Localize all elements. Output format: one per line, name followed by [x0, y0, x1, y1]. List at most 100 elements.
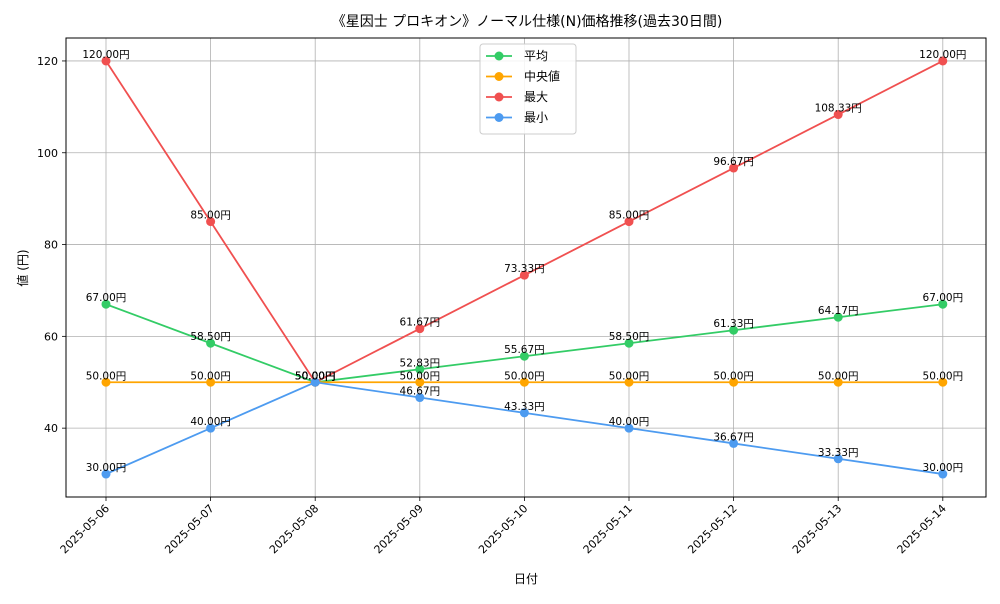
x-tick-label: 2025-05-11	[581, 502, 635, 556]
data-label: 30.00円	[86, 462, 127, 474]
data-label: 50.00円	[295, 370, 336, 382]
x-tick-label: 2025-05-08	[267, 502, 321, 556]
legend-item: 中央値	[486, 69, 560, 84]
data-label: 36.67円	[713, 431, 754, 443]
data-label: 108.33円	[815, 103, 862, 115]
data-label: 61.67円	[400, 317, 441, 329]
data-label: 120.00円	[82, 49, 129, 61]
data-point	[938, 469, 948, 479]
legend-swatch-marker	[494, 92, 504, 102]
x-tick-label: 2025-05-13	[790, 502, 844, 556]
data-point	[519, 377, 529, 387]
data-label: 85.00円	[609, 210, 650, 222]
x-tick-label: 2025-05-06	[58, 502, 112, 556]
data-label: 67.00円	[923, 292, 964, 304]
y-axis-label: 値 (円)	[15, 249, 30, 286]
x-tick-labels: 2025-05-06 2025-05-07 2025-05-08 2025-05-09…	[58, 502, 949, 556]
legend-label: 中央値	[524, 69, 560, 84]
y-tick-labels: 40 60 80 100 120	[37, 55, 58, 435]
axes	[62, 37, 987, 501]
legend-label: 最小	[524, 111, 548, 125]
data-label: 52.83円	[400, 357, 441, 369]
data-label: 40.00円	[190, 416, 231, 428]
data-point	[101, 299, 111, 309]
data-label: 61.33円	[713, 318, 754, 330]
data-point	[624, 377, 634, 387]
data-point	[206, 423, 216, 433]
data-label: 50.00円	[295, 370, 336, 382]
data-point	[624, 217, 634, 227]
data-point	[101, 56, 111, 66]
data-point	[206, 338, 216, 348]
data-point	[833, 377, 843, 387]
data-label: 50.00円	[818, 370, 859, 382]
data-point	[206, 377, 216, 387]
legend-swatch-marker	[494, 113, 504, 122]
legend-swatch-marker	[494, 51, 504, 61]
chart-title: 《星因士 プロキオン》ノーマル仕様(N)価格推移(過去30日間)	[332, 14, 723, 30]
x-tick-label: 2025-05-12	[685, 502, 739, 556]
data-point	[729, 325, 739, 335]
data-point	[729, 377, 739, 387]
data-label: 46.67円	[400, 386, 441, 398]
data-labels: 67.00円58.50円50.00円52.83円55.67円58.50円61.3…	[82, 49, 966, 474]
data-label: 58.50円	[609, 331, 650, 343]
data-label: 33.33円	[818, 447, 859, 459]
series-2	[101, 56, 948, 387]
data-point	[415, 364, 425, 374]
x-tick-label: 2025-05-07	[162, 502, 216, 556]
data-label: 50.00円	[923, 370, 964, 382]
legend-label: 最大	[524, 90, 548, 104]
data-point	[729, 438, 739, 448]
data-point	[938, 299, 948, 309]
data-label: 30.00円	[923, 462, 964, 474]
y-tick-label: 120	[37, 55, 58, 68]
data-point	[519, 270, 529, 280]
data-point	[624, 338, 634, 348]
data-point	[938, 56, 948, 66]
legend-item: 最大	[486, 90, 548, 104]
plot-frame	[65, 37, 987, 498]
y-tick-label: 80	[44, 239, 58, 252]
data-point	[310, 377, 320, 387]
data-point	[415, 324, 425, 334]
legend-label: 平均	[524, 49, 548, 63]
data-label: 50.00円	[295, 370, 336, 382]
data-point	[101, 469, 111, 479]
data-point	[206, 217, 216, 227]
data-label: 85.00円	[190, 210, 231, 222]
data-point	[624, 423, 634, 433]
series-3	[101, 377, 948, 479]
data-label: 50.00円	[713, 370, 754, 382]
legend-item: 平均	[486, 49, 548, 63]
data-label: 64.17円	[818, 305, 859, 317]
legend-item: 最小	[486, 111, 548, 125]
y-tick-label: 100	[37, 147, 58, 160]
data-label: 40.00円	[609, 416, 650, 428]
data-label: 50.00円	[609, 370, 650, 382]
data-point	[833, 454, 843, 464]
data-point	[519, 351, 529, 361]
data-label: 120.00円	[919, 49, 966, 61]
y-tick-label: 60	[44, 330, 58, 343]
data-label: 50.00円	[400, 370, 441, 382]
data-point	[415, 377, 425, 387]
series-0	[101, 299, 948, 387]
data-label: 96.67円	[713, 156, 754, 168]
data-point	[415, 393, 425, 403]
data-point	[833, 312, 843, 322]
data-label: 50.00円	[295, 370, 336, 382]
data-label: 50.00円	[190, 370, 231, 382]
data-point	[833, 110, 843, 120]
y-tick-label: 40	[44, 422, 58, 435]
legend-swatch-marker	[494, 72, 504, 81]
data-point	[101, 377, 111, 387]
data-label: 55.67円	[504, 344, 545, 356]
data-point	[519, 408, 529, 418]
data-label: 43.33円	[504, 401, 545, 413]
data-label: 58.50円	[190, 331, 231, 343]
series-group	[101, 56, 948, 479]
